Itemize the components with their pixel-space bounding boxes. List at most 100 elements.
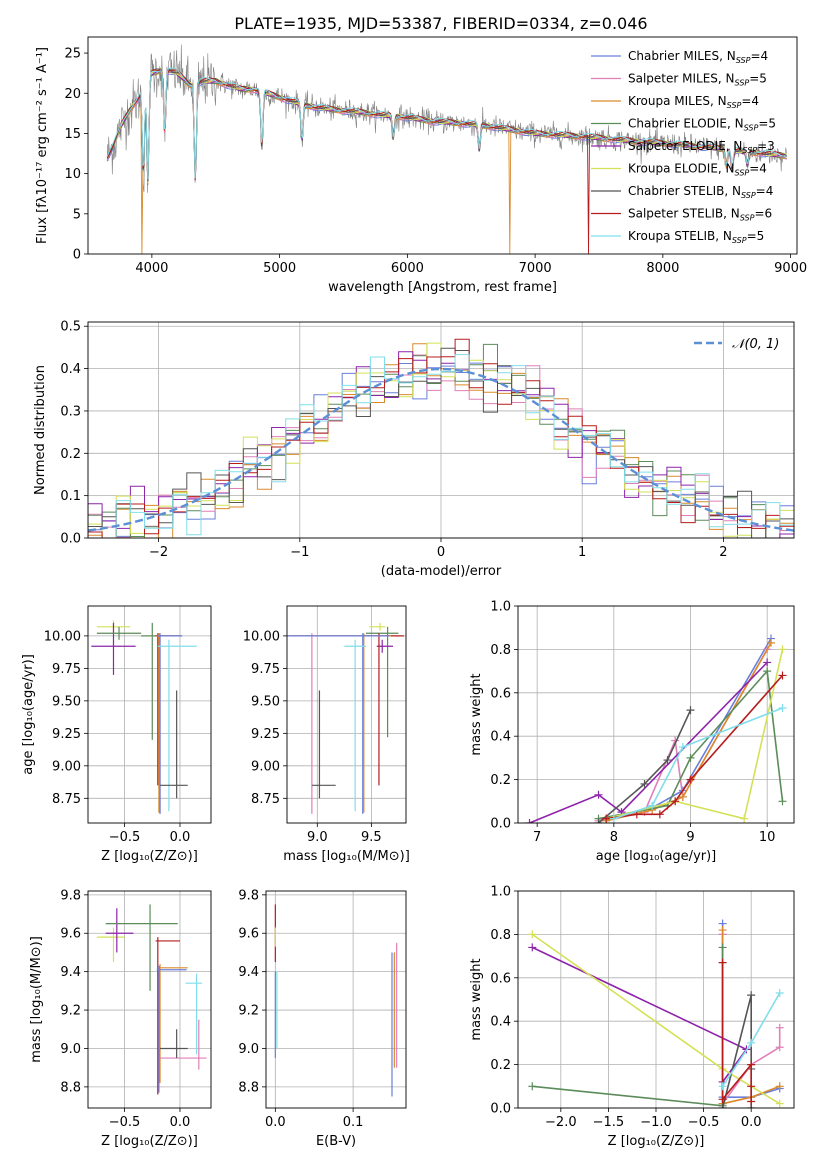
weight-marker (528, 943, 537, 952)
legend-subscript: SSP (741, 191, 756, 200)
weight-marker (594, 819, 603, 823)
legend-text: Salpeter MILES, N (628, 72, 735, 86)
legend-text: Chabrier MILES, N (628, 49, 736, 63)
weight-marker (663, 756, 672, 765)
weight-marker (763, 667, 772, 676)
y-tick-label: 0.2 (490, 1058, 511, 1073)
x-axis-label: age [log₁₀(age/yr)] (596, 849, 717, 864)
x-tick-label: −2 (149, 545, 168, 560)
legend-count: =4 (756, 184, 774, 198)
model-spectrum-line (106, 68, 788, 182)
x-tick-label: 1 (578, 545, 586, 560)
x-tick-label: 4000 (135, 261, 168, 276)
y-tick-label: 0.2 (490, 773, 511, 788)
weight-marker (718, 1095, 727, 1104)
weight-marker (740, 814, 749, 823)
weight-marker (747, 991, 756, 1000)
y-axis-label: Flux [fλ10⁻¹⁷ erg cm⁻² s⁻¹ A⁻¹] (35, 47, 50, 244)
y-tick-label: 0.0 (490, 817, 511, 832)
axes-frame (265, 890, 407, 1109)
spectrum-panel: 4000 5000 6000 7000 8000 9000 0 5 10 15 20 25 wavele… (35, 36, 807, 295)
errorbar-point (365, 626, 399, 738)
y-tick-label: 0 (73, 248, 81, 263)
errorbars (91, 620, 197, 814)
model-spectrum-line (106, 67, 787, 180)
legend-subscript: SSP (732, 236, 747, 245)
y-tick-label: 1.0 (490, 885, 511, 900)
legend-label: 𝒩(0, 1) (732, 337, 779, 352)
y-tick-label: 0.8 (490, 928, 511, 943)
weight-marker (778, 671, 787, 680)
y-tick-label: 9.0 (238, 1042, 259, 1057)
errorbar-point (160, 1029, 188, 1059)
legend-text: Salpeter ELODIE, N (628, 139, 742, 153)
y-tick-label: 9.6 (238, 927, 259, 942)
errorbar-point (105, 908, 134, 953)
weight-marker (747, 1060, 756, 1069)
weight-marker (763, 658, 772, 667)
y-tick-label: 0.2 (60, 447, 81, 462)
errorbar-point (91, 622, 136, 675)
x-tick-label: −0.5 (688, 1115, 720, 1130)
x-tick-label: 8 (610, 830, 618, 845)
y-tick-label: 10.00 (243, 629, 280, 644)
weight-marker (671, 797, 680, 806)
legend-text: Chabrier STELIB, N (628, 184, 741, 198)
y-tick-label: 9.25 (52, 727, 81, 742)
legend-label: Chabrier MILES, NSSP=4 (628, 49, 768, 65)
weight-marker (678, 792, 687, 801)
errorbar-point (96, 626, 142, 640)
weight-marker (686, 775, 695, 784)
weight-marker (747, 1038, 756, 1047)
residuals-panel: −2 −1 0 1 2 0.0 0.1 0.2 0.3 0.4 0.5 (data-model)/er… (33, 320, 795, 579)
x-axis-label: Z [log₁₀(Z/Z⊙)] (608, 1134, 705, 1149)
histograms (88, 338, 794, 538)
axes-frame (87, 321, 795, 539)
weight-marker (747, 1097, 756, 1106)
age-vs-metallicity-panel: −0.5 0.0 8.75 9.00 9.25 9.50 9.75 10.00 Z [log₁₀… (21, 605, 212, 864)
axes-frame (87, 890, 212, 1109)
y-tick-label: 0.4 (490, 1015, 511, 1030)
model-spectrum-line (106, 71, 787, 183)
figure-title: PLATE=1935, MJD=53387, FIBERID=0334, z=0… (234, 14, 647, 33)
x-axis-label: wavelength [Angstrom, rest frame] (328, 280, 557, 295)
x-tick-label: −1.0 (640, 1115, 672, 1130)
errorbar-point (157, 963, 188, 1084)
x-tick-label: −0.5 (109, 1115, 141, 1130)
y-tick-label: 9.75 (52, 662, 81, 677)
x-axis-label: E(B-V) (316, 1134, 356, 1149)
axes-frame (517, 605, 795, 824)
legend-subscript: SSP (744, 124, 759, 133)
x-tick-label: 9.0 (307, 830, 328, 845)
y-tick-label: 0.6 (490, 686, 511, 701)
weight-marker (778, 797, 787, 806)
errorbar-point (105, 904, 178, 991)
y-tick-label: 20 (64, 87, 81, 102)
observed-spectrum-line (106, 44, 788, 193)
legend-subscript: SSP (736, 56, 751, 65)
legend-label: Kroupa STELIB, NSSP=5 (628, 229, 764, 245)
weight-marker (686, 753, 695, 762)
x-tick-label: 0.1 (343, 1115, 364, 1130)
y-tick-label: 9.2 (60, 1004, 81, 1019)
y-axis-label: Normed distribution (33, 365, 48, 495)
legend-subscript: SSP (727, 101, 742, 110)
legend-text: Salpeter STELIB, N (628, 207, 740, 221)
weight-marker (718, 926, 727, 935)
weight-marker (525, 819, 534, 823)
x-axis-label: Z [log₁₀(Z/Z⊙)] (101, 849, 198, 864)
weight-marker (775, 1082, 784, 1091)
y-tick-label: 9.4 (60, 965, 81, 980)
legend-count: =6 (754, 207, 772, 221)
weight-marker (718, 1082, 727, 1091)
weight-marker (655, 810, 664, 819)
y-tick-label: 9.00 (52, 759, 81, 774)
x-tick-label: −1 (290, 545, 309, 560)
axes-frame (87, 36, 798, 255)
y-tick-label: 8.8 (238, 1080, 259, 1095)
weight-lines (528, 919, 784, 1108)
legend-text: Kroupa STELIB, N (628, 229, 732, 243)
weight-marker (767, 638, 775, 647)
errorbars (287, 622, 404, 814)
weight-marker (718, 1104, 727, 1108)
